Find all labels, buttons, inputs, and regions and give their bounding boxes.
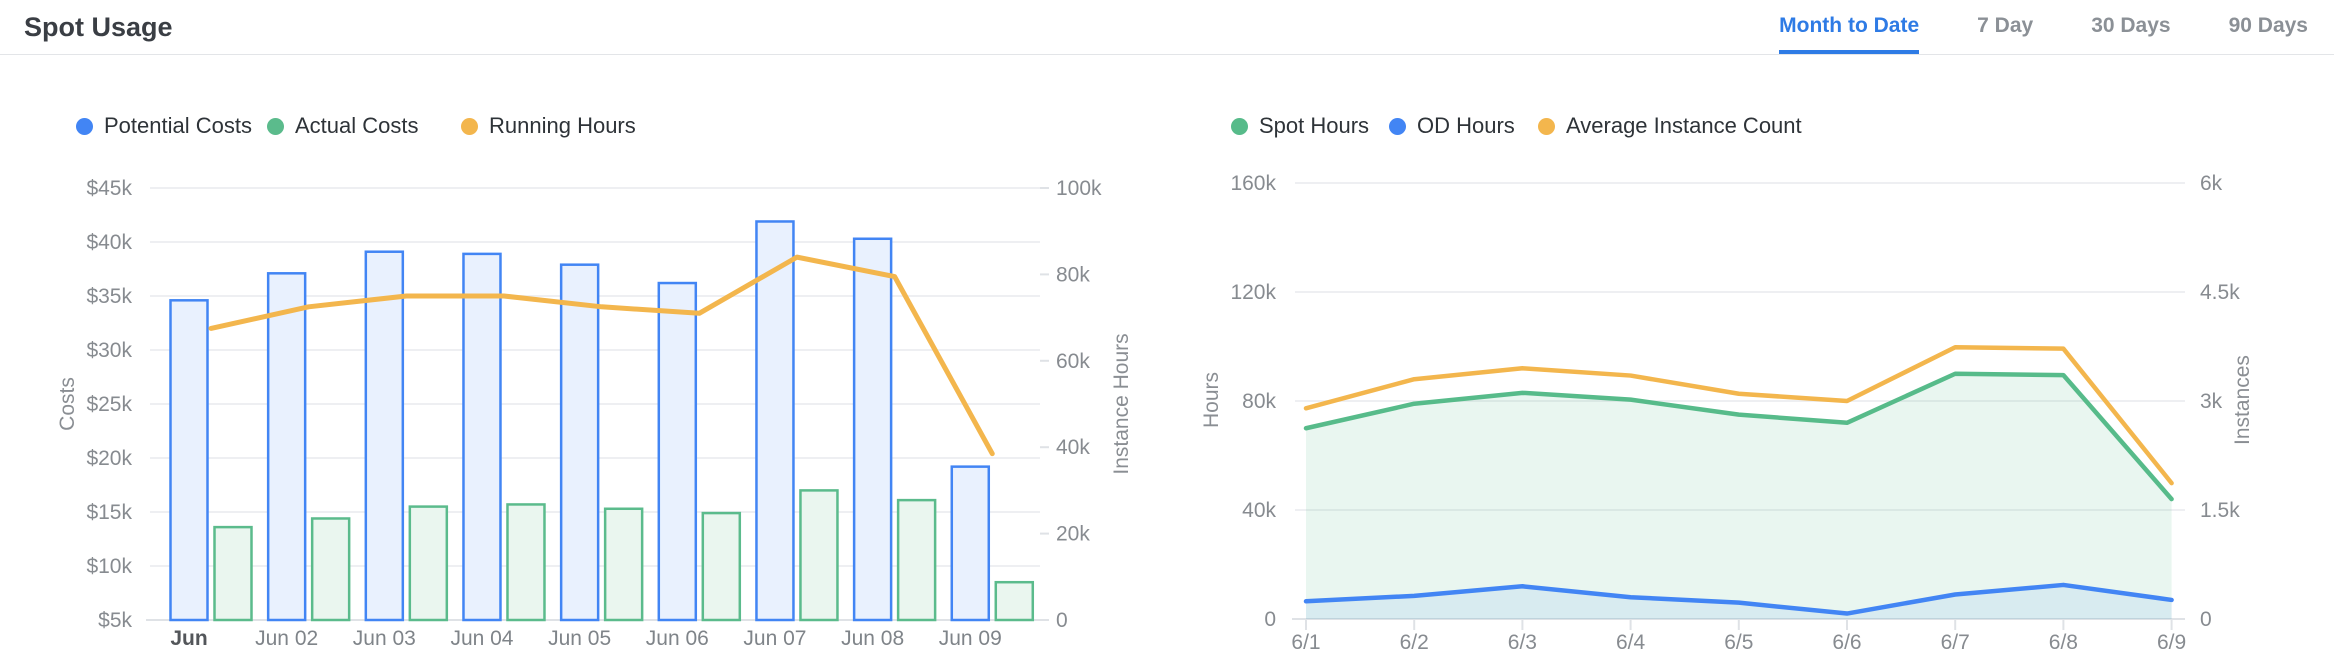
average-instance-count-line — [1303, 344, 2174, 486]
left-axis-tick-label: $20k — [86, 447, 132, 470]
potential-costs-bar — [364, 250, 405, 622]
legend-item-running-hours[interactable]: Running Hours — [461, 112, 636, 140]
legend-dot-icon — [461, 117, 478, 135]
x-axis-label: Jun 05 — [548, 627, 611, 650]
legend-dot-icon — [1231, 117, 1248, 135]
actual-costs-bar — [701, 511, 742, 622]
legend-label: Spot Hours — [1259, 113, 1370, 138]
right-axis-tick-label: 1.5k — [2200, 499, 2240, 522]
left-axis-tick-label: 40k — [1242, 499, 1276, 522]
x-axis-label: Jun 08 — [841, 627, 904, 650]
legend-label: Actual Costs — [295, 113, 419, 138]
legend-dot-icon — [267, 117, 284, 135]
left-axis-tick-label: 120k — [1230, 281, 1276, 304]
actual-costs-bar — [408, 505, 449, 622]
actual-costs-bar — [994, 580, 1035, 622]
right-axis-tick-label: 0 — [1056, 609, 1068, 632]
potential-costs-bar — [755, 220, 795, 622]
left-axis-tick-label: $10k — [86, 555, 132, 578]
right-axis-title: Instances — [2231, 355, 2254, 445]
spot-hours-area — [1306, 373, 2172, 619]
right-axis-tick-label: 100k — [1056, 177, 1102, 200]
potential-costs-bar — [266, 272, 307, 622]
x-axis-label: Jun 04 — [450, 627, 513, 650]
right-axis-tick-label: 20k — [1056, 523, 1090, 546]
potential-costs-bar — [559, 263, 600, 622]
potential-costs-bar — [852, 237, 893, 622]
tab-90-days[interactable]: 90 Days — [2228, 14, 2308, 37]
tab-30-days[interactable]: 30 Days — [2091, 14, 2171, 37]
actual-costs-bar — [506, 503, 546, 622]
x-axis-label: Jun — [170, 627, 207, 650]
left-axis-tick-label: 0 — [1264, 608, 1276, 631]
left-axis-tick-label: $45k — [86, 177, 132, 200]
x-axis-label: Jun 06 — [646, 627, 709, 650]
x-axis-label: Jun 03 — [353, 627, 416, 650]
left-axis-tick-label: $25k — [86, 393, 132, 416]
left-axis-tick-label: $5k — [98, 609, 132, 632]
left-axis-tick-label: $30k — [86, 339, 132, 362]
right-axis-tick-label: 40k — [1056, 436, 1090, 459]
actual-costs-bar — [603, 507, 644, 622]
x-axis-label: 6/4 — [1616, 631, 1646, 654]
potential-costs-bar — [657, 281, 698, 622]
right-axis-tick-label: 60k — [1056, 350, 1090, 373]
actual-costs-bar — [310, 517, 351, 622]
x-axis-label: 6/3 — [1508, 631, 1537, 654]
left-axis-tick-label: 160k — [1230, 172, 1276, 195]
page-header: Spot Usage Month to Date 7 Day 30 Days 9… — [0, 0, 2334, 55]
legend-dot-icon — [76, 117, 93, 135]
legend-label: Potential Costs — [104, 113, 252, 138]
legend-item-average-instance-count[interactable]: Average Instance Count — [1538, 112, 1802, 140]
x-axis-label: 6/8 — [2049, 631, 2078, 654]
x-axis-label: Jun 07 — [743, 627, 806, 650]
x-axis-label: Jun 09 — [939, 627, 1002, 650]
tab-month-to-date[interactable]: Month to Date — [1779, 0, 1920, 54]
od-hours-line — [1303, 582, 2174, 616]
legend-item-spot-hours[interactable]: Spot Hours — [1231, 112, 1369, 140]
od-hours-area — [1306, 584, 2172, 619]
potential-costs-bar — [169, 299, 209, 622]
tab-7-day[interactable]: 7 Day — [1977, 14, 2034, 37]
x-axis-label: 6/5 — [1724, 631, 1753, 654]
right-axis-tick-label: 4.5k — [2200, 281, 2240, 304]
right-axis-tick-label: 0 — [2200, 608, 2212, 631]
legend-label: Running Hours — [489, 113, 636, 138]
right-axis-tick-label: 3k — [2200, 390, 2223, 413]
x-axis-label: 6/6 — [1832, 631, 1861, 654]
potential-costs-bar — [950, 465, 991, 622]
left-axis-title: Hours — [1200, 372, 1223, 428]
legend-label: Average Instance Count — [1566, 113, 1802, 138]
charts-canvas: $45k $40k $35k $30k $25k $20k $15k $10k $5k 100k 8… — [56, 172, 2254, 654]
page-title: Spot Usage — [24, 11, 173, 42]
legend-label: OD Hours — [1417, 113, 1515, 138]
legend-dot-icon — [1538, 117, 1555, 135]
x-axis-label: 6/9 — [2157, 631, 2186, 654]
x-axis-label: 6/7 — [1941, 631, 1970, 654]
actual-costs-bar — [799, 489, 839, 622]
x-axis-label: Jun 02 — [255, 627, 318, 650]
time-range-tabs: Month to Date 7 Day 30 Days 90 Days — [1721, 0, 2308, 54]
x-axis-label: 6/2 — [1400, 631, 1429, 654]
legend-item-actual-costs[interactable]: Actual Costs — [267, 112, 419, 140]
actual-costs-bar — [213, 525, 253, 622]
actual-costs-bar — [896, 498, 937, 622]
left-axis-title: Costs — [56, 377, 79, 431]
left-axis-tick-label: 80k — [1242, 390, 1276, 413]
x-axis-label: 6/1 — [1291, 631, 1320, 654]
right-axis-tick-label: 6k — [2200, 172, 2223, 195]
legend-dot-icon — [1389, 117, 1406, 135]
right-axis-title: Instance Hours — [1110, 333, 1133, 474]
left-axis-tick-label: $15k — [86, 501, 132, 524]
spot-hours-line — [1303, 371, 2174, 502]
left-axis-tick-label: $40k — [86, 231, 132, 254]
running-hours-line — [208, 254, 995, 457]
legend-item-potential-costs[interactable]: Potential Costs — [76, 112, 252, 140]
left-axis-tick-label: $35k — [86, 285, 132, 308]
potential-costs-bar — [462, 252, 502, 622]
legend-item-od-hours[interactable]: OD Hours — [1389, 112, 1515, 140]
right-axis-tick-label: 80k — [1056, 263, 1090, 286]
